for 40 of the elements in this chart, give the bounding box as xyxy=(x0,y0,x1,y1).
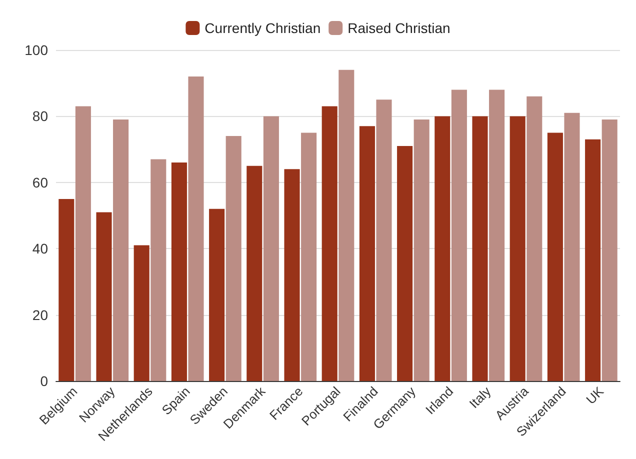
bar xyxy=(489,90,505,381)
bar xyxy=(113,120,129,381)
y-tick-label: 80 xyxy=(32,108,48,124)
y-tick-label: 60 xyxy=(32,174,48,190)
bar xyxy=(359,126,375,381)
bar xyxy=(209,208,225,381)
bar xyxy=(246,166,262,381)
bar xyxy=(472,116,488,381)
x-tick-label: UK xyxy=(583,383,607,408)
bar xyxy=(564,112,580,381)
bar xyxy=(414,120,430,381)
bar xyxy=(58,198,74,381)
bar xyxy=(75,106,91,381)
bar xyxy=(284,169,300,381)
bar xyxy=(376,100,392,381)
y-tick-label: 0 xyxy=(40,373,48,389)
bar xyxy=(96,212,112,381)
bar xyxy=(397,146,413,381)
bar xyxy=(134,245,150,381)
y-tick-label: 100 xyxy=(24,42,48,58)
y-tick-label: 20 xyxy=(32,306,48,323)
bar xyxy=(338,70,354,381)
bar xyxy=(526,96,542,381)
bar xyxy=(263,116,279,381)
bar xyxy=(602,120,618,381)
bar xyxy=(226,136,242,381)
legend-label: Currently Christian xyxy=(204,20,321,36)
bar xyxy=(188,76,204,381)
bar xyxy=(301,132,317,381)
bar xyxy=(451,90,467,381)
bar xyxy=(171,162,187,381)
bar xyxy=(585,139,601,381)
bar xyxy=(150,159,166,381)
bar xyxy=(322,106,338,381)
bar xyxy=(547,132,563,381)
x-tick-label: Italy xyxy=(466,383,494,412)
legend-label: Raised Christian xyxy=(348,20,450,36)
bar xyxy=(434,116,450,381)
y-tick-label: 40 xyxy=(32,240,48,257)
bar xyxy=(510,116,526,381)
